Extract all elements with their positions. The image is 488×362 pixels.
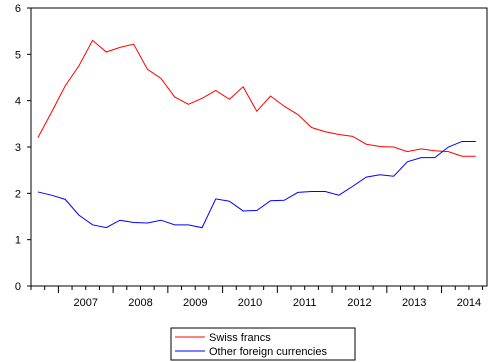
x-tick-label: 2008 — [128, 297, 152, 309]
y-tick-label: 3 — [15, 142, 21, 154]
x-tick-label: 2014 — [457, 297, 481, 309]
legend-label-1: Other foreign currencies — [209, 346, 327, 358]
legend-box — [170, 327, 356, 361]
y-axis: 0 1 2 3 4 5 6 — [15, 3, 31, 293]
y-tick-label: 6 — [15, 3, 21, 15]
x-tick-label: 2010 — [238, 297, 262, 309]
x-axis: 2007 2008 2009 2010 2011 2012 2013 2014 — [30, 286, 484, 309]
x-tick-label: 2012 — [347, 297, 371, 309]
legend: Swiss francs Other foreign currencies — [170, 327, 356, 361]
y-tick-label: 1 — [15, 235, 21, 247]
y-tick-label: 0 — [15, 281, 21, 293]
x-tick-label: 2007 — [73, 297, 97, 309]
x-tick-label: 2009 — [183, 297, 207, 309]
y-tick-label: 4 — [15, 96, 21, 108]
plot-area — [30, 7, 488, 287]
legend-label-0: Swiss francs — [209, 332, 271, 344]
plot-border — [30, 7, 488, 287]
y-tick-label: 2 — [15, 188, 21, 200]
x-tick-label: 2013 — [402, 297, 426, 309]
y-tick-label: 5 — [15, 49, 21, 61]
series-line-1 — [37, 140, 476, 229]
series-line-0 — [37, 39, 476, 157]
series-lines — [37, 39, 476, 229]
x-tick-label: 2011 — [293, 297, 317, 309]
